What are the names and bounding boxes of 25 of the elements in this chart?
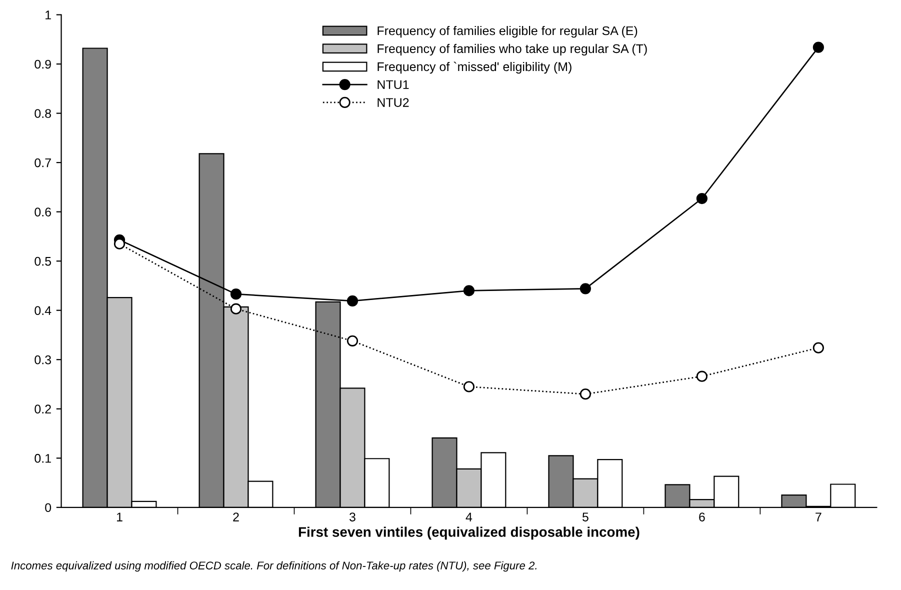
- legend-label: Frequency of families eligible for regular SA (E): [378, 26, 638, 38]
- y-tick-label: 1: [46, 10, 51, 20]
- y-tick-label: 0.4: [34, 306, 52, 315]
- legend-label: NTU1: [378, 80, 409, 90]
- x-tick-label: 2: [233, 512, 239, 522]
- x-tick-label: 3: [349, 512, 356, 522]
- y-tick-label: 0.9: [34, 60, 51, 69]
- legend-label: NTU2: [378, 98, 409, 107]
- x-tick-label: 7: [816, 512, 822, 522]
- y-tick-label: 0: [45, 503, 52, 512]
- x-tick-label: 5: [582, 512, 588, 522]
- y-tick-label: 0.7: [34, 158, 51, 168]
- text: Incomes equivalized using modified OECD scale. For definitions of Non-Take-up rates (NTU), see Figure 2.: [11, 561, 536, 572]
- y-tick-label: 0.2: [34, 404, 51, 414]
- y-tick-label: 0.8: [34, 109, 52, 118]
- y-tick-label: 0.1: [34, 454, 51, 463]
- x-tick-label: 1: [116, 512, 122, 522]
- legend-label: Frequency of families who take up regular SA (T): [378, 44, 647, 56]
- x-tick-label: 4: [466, 512, 472, 522]
- y-tick-label: 0.3: [34, 355, 51, 364]
- x-tick-label: 6: [699, 512, 705, 522]
- y-tick-label: 0.6: [34, 208, 51, 216]
- x-axis-title: First seven vintiles (equivalized disposable income): [298, 526, 640, 540]
- y-tick-label: 0.5: [34, 256, 52, 266]
- legend-label: Frequency of `missed' eligibility (M): [378, 62, 572, 74]
